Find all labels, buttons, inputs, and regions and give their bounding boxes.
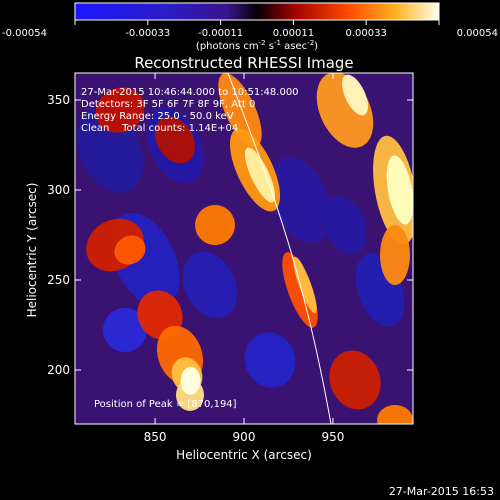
- emission-region: [195, 205, 235, 245]
- x-tick-label: 950: [321, 430, 344, 444]
- colorbar-tick-label: -0.00033: [125, 28, 170, 39]
- emission-region: [380, 225, 410, 285]
- colorbar-tick-label: -0.00011: [198, 28, 243, 39]
- emission-region: [329, 350, 381, 410]
- emission-region: [293, 256, 317, 314]
- y-tick-label: 350: [47, 93, 70, 107]
- colorbar-ticks: -0.00054 -0.00033 -0.00011 0.00011 0.00033 0.…: [2, 20, 498, 39]
- emission-region: [95, 87, 145, 133]
- emission-region: [103, 308, 147, 352]
- emission-region: [282, 252, 318, 328]
- emission-region: [182, 251, 238, 319]
- colorbar-tick-label: 0.00011: [273, 28, 314, 39]
- colorbar-units: (photons cm-2 s-1 asec-2): [196, 39, 318, 52]
- y-tick-label: 250: [47, 273, 70, 287]
- y-axis-ticks: 200 250 300 350: [47, 93, 413, 377]
- emission-region: [244, 147, 276, 203]
- y-tick-label: 300: [47, 183, 70, 197]
- annotation-method: Clean Total counts: 1.14E+04: [81, 123, 238, 134]
- colorbar: [74, 2, 440, 21]
- emission-region: [244, 332, 296, 388]
- colorbar-tick-label: 0.00033: [346, 28, 387, 39]
- footer-timestamp: 27-Mar-2015 16:53: [389, 485, 494, 498]
- x-axis-label: Heliocentric X (arcsec): [176, 448, 312, 462]
- emission-region: [323, 195, 367, 255]
- heatmap-image: [75, 73, 413, 424]
- x-tick-label: 900: [233, 430, 256, 444]
- colorbar-tick-label: -0.00054: [2, 28, 47, 39]
- annotation-time-range: 27-Mar-2015 10:46:44.000 to 10:51:48.000: [81, 87, 299, 98]
- emission-region: [218, 73, 262, 147]
- emission-region: [114, 235, 146, 265]
- y-axis-label: Heliocentric Y (arcsec): [25, 183, 39, 318]
- emission-region: [377, 405, 413, 424]
- annotation-energy: Energy Range: 25.0 - 50.0 keV: [81, 111, 234, 122]
- emission-region: [268, 157, 332, 243]
- annotation-detectors: Detectors: 3F 5F 6F 7F 8F 9F, Att 0: [81, 99, 255, 110]
- colorbar-tick-label: 0.00054: [457, 28, 498, 39]
- chart-title: Reconstructed RHESSI Image: [134, 54, 353, 72]
- y-tick-label: 200: [47, 363, 70, 377]
- x-tick-label: 850: [144, 430, 167, 444]
- emission-region: [342, 74, 368, 116]
- annotation-peak: Position of Peak = [870,194]: [94, 399, 237, 410]
- peak-spot: [180, 366, 201, 395]
- solar-limb: [227, 73, 332, 424]
- emission-region: [155, 116, 195, 164]
- emission-region: [386, 155, 413, 225]
- x-axis-ticks: 850 900 950: [144, 73, 344, 444]
